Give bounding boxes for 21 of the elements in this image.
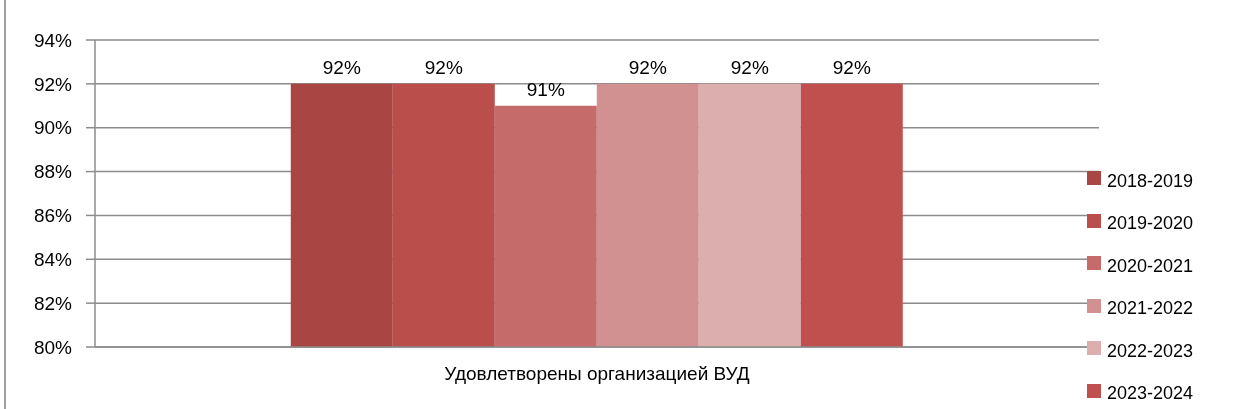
legend-label: 2021-2022 [1107, 298, 1194, 320]
data-label: 92% [730, 56, 769, 78]
y-tick-label: 84% [33, 249, 73, 271]
data-label: 92% [424, 56, 463, 78]
legend-label: 2018-2019 [1107, 170, 1194, 192]
y-tick-label: 80% [33, 336, 73, 358]
data-label: 92% [628, 56, 667, 78]
legend-label: 2023-2024 [1107, 383, 1194, 405]
data-label: 92% [832, 56, 871, 78]
x-tick-label: Удовлетворены организацией ВУД [444, 363, 750, 385]
legend-label: 2020-2021 [1107, 255, 1194, 277]
legend-label: 2019-2020 [1107, 213, 1194, 235]
data-label: 92% [322, 56, 361, 78]
data-label: 91% [526, 78, 565, 100]
y-tick-label: 82% [33, 292, 73, 314]
y-tick-label: 92% [33, 73, 73, 95]
y-tick-label: 94% [33, 29, 73, 51]
y-tick-label: 86% [33, 205, 73, 227]
y-tick-label: 90% [33, 117, 73, 139]
y-tick-label: 88% [33, 161, 73, 183]
legend-label: 2022-2023 [1107, 340, 1194, 362]
